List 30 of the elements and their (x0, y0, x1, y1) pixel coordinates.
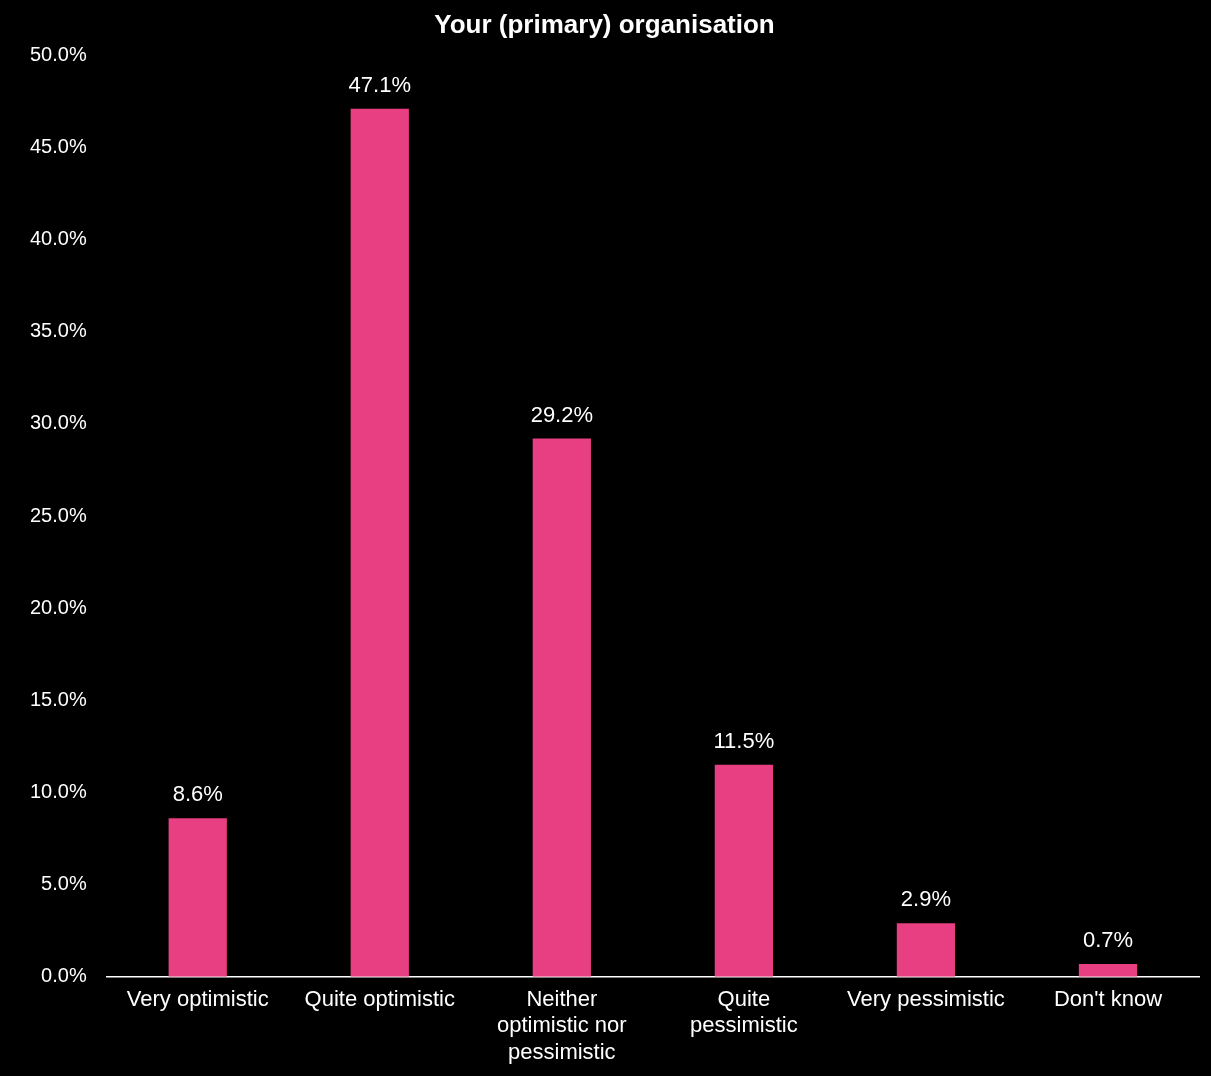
chart-title: Your (primary) organisation (434, 8, 775, 39)
x-tick-label: Quite pessimistic (690, 986, 798, 1038)
data-label: 47.1% (348, 71, 411, 97)
data-label: 11.5% (713, 727, 775, 753)
bar (350, 108, 409, 977)
y-tick-label: 20.0% (29, 595, 87, 618)
y-tick-label: 45.0% (29, 134, 87, 157)
bar (1078, 963, 1138, 977)
data-label: 8.6% (172, 781, 223, 807)
y-tick-label: 50.0% (29, 42, 87, 65)
y-tick-label: 30.0% (29, 411, 87, 434)
y-tick-label: 15.0% (29, 687, 87, 710)
y-tick-label: 40.0% (29, 227, 87, 250)
bar (168, 818, 227, 977)
bar (714, 764, 774, 977)
y-tick-label: 25.0% (29, 503, 87, 526)
data-label: 0.7% (1082, 926, 1134, 952)
y-tick-label: 5.0% (41, 872, 87, 895)
x-tick-label: Very pessimistic (847, 986, 1005, 1012)
x-tick-label: Quite optimistic (304, 986, 455, 1012)
bar (532, 438, 591, 977)
y-tick-label: 35.0% (29, 319, 87, 342)
y-tick-label: 0.0% (41, 964, 87, 987)
bar (896, 923, 956, 977)
x-tick-label: Don't know (1053, 986, 1163, 1012)
x-tick-label: Neither optimistic nor pessimistic (497, 986, 627, 1064)
data-label: 29.2% (530, 401, 594, 427)
data-label: 2.9% (900, 886, 952, 912)
y-tick-label: 10.0% (29, 780, 87, 802)
x-tick-label: Very optimistic (126, 986, 269, 1012)
